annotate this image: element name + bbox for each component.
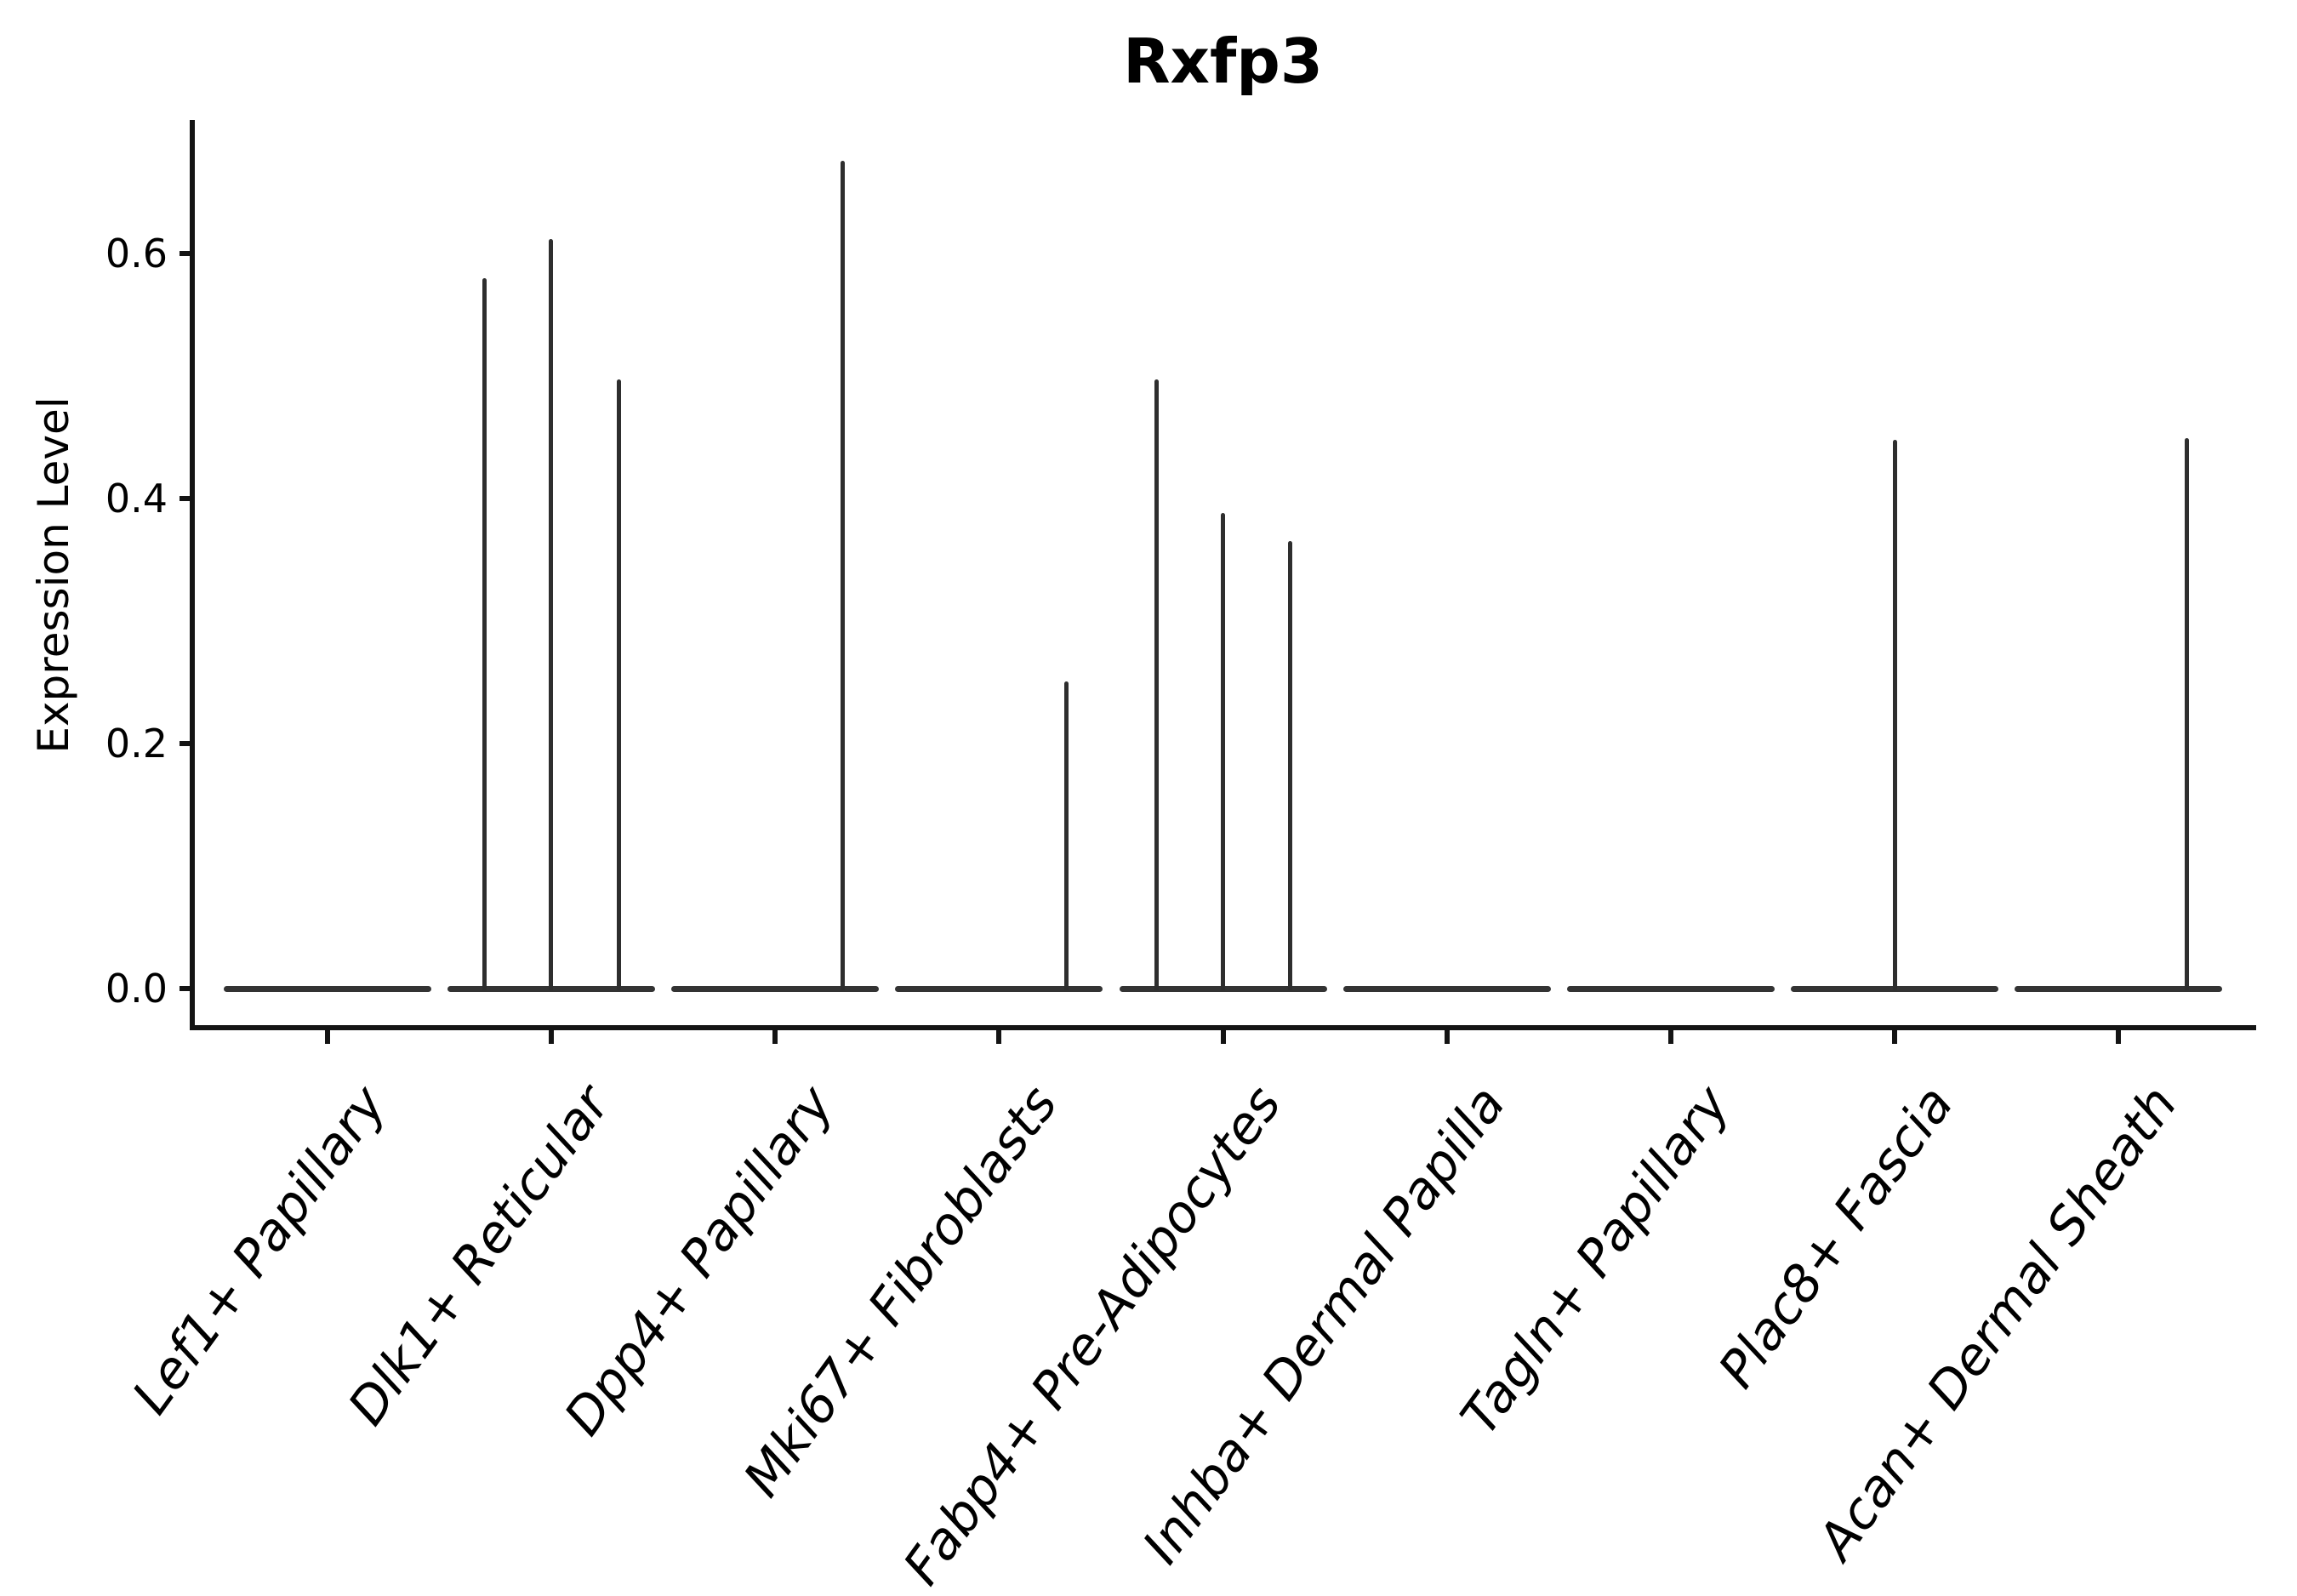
x-tick <box>996 1030 1002 1044</box>
x-tick <box>1220 1030 1226 1044</box>
violin-needle <box>548 238 553 990</box>
violin <box>1342 986 1551 992</box>
y-tick-label-text: 0.6 <box>105 231 168 276</box>
violin-needle <box>1154 379 1159 990</box>
violin-needle <box>1063 681 1069 990</box>
x-tick <box>2116 1030 2121 1044</box>
plot-area: 0.0 0.2 0.4 0.6 Lef1+ Papillary Dlk1+ Reticul… <box>105 160 2222 1596</box>
x-tick <box>549 1030 555 1044</box>
x-tick-label-text: Fabp4+ Pre-Adipocytes <box>892 1075 1294 1596</box>
violin-needle <box>2184 438 2189 990</box>
violin-needle <box>840 160 845 990</box>
y-tick <box>180 741 192 746</box>
figure: Rxfp3 Expression Level 0.0 0.2 0.4 0.6 Lef1+… <box>29 26 2256 1596</box>
y-tick <box>180 986 192 991</box>
violin-needle <box>482 277 487 990</box>
y-tick <box>180 496 192 501</box>
y-tick-label-text: 0.2 <box>105 721 168 767</box>
y-axis-spine <box>190 120 195 1030</box>
violin <box>895 986 1103 992</box>
violin <box>2015 986 2222 992</box>
violin <box>224 986 431 992</box>
x-tick-label-text: Plac8+ Fascia <box>1707 1075 1965 1399</box>
violin-needle <box>1288 541 1292 990</box>
violin-needle <box>616 379 621 990</box>
y-tick-label-text: 0.4 <box>105 476 168 522</box>
x-tick <box>1444 1030 1450 1044</box>
chart-title: Rxfp3 <box>1123 26 1323 97</box>
violin <box>671 986 880 992</box>
y-tick <box>180 251 192 256</box>
violin-needle <box>1221 513 1225 990</box>
y-tick-label-text: 0.0 <box>105 966 168 1012</box>
x-tick <box>772 1030 778 1044</box>
violin <box>1566 986 1775 992</box>
violin-needle <box>1893 439 1898 990</box>
x-axis-spine <box>190 1025 2256 1030</box>
x-tick <box>325 1030 330 1044</box>
x-tick <box>1667 1030 1673 1044</box>
x-tick <box>1891 1030 1897 1044</box>
